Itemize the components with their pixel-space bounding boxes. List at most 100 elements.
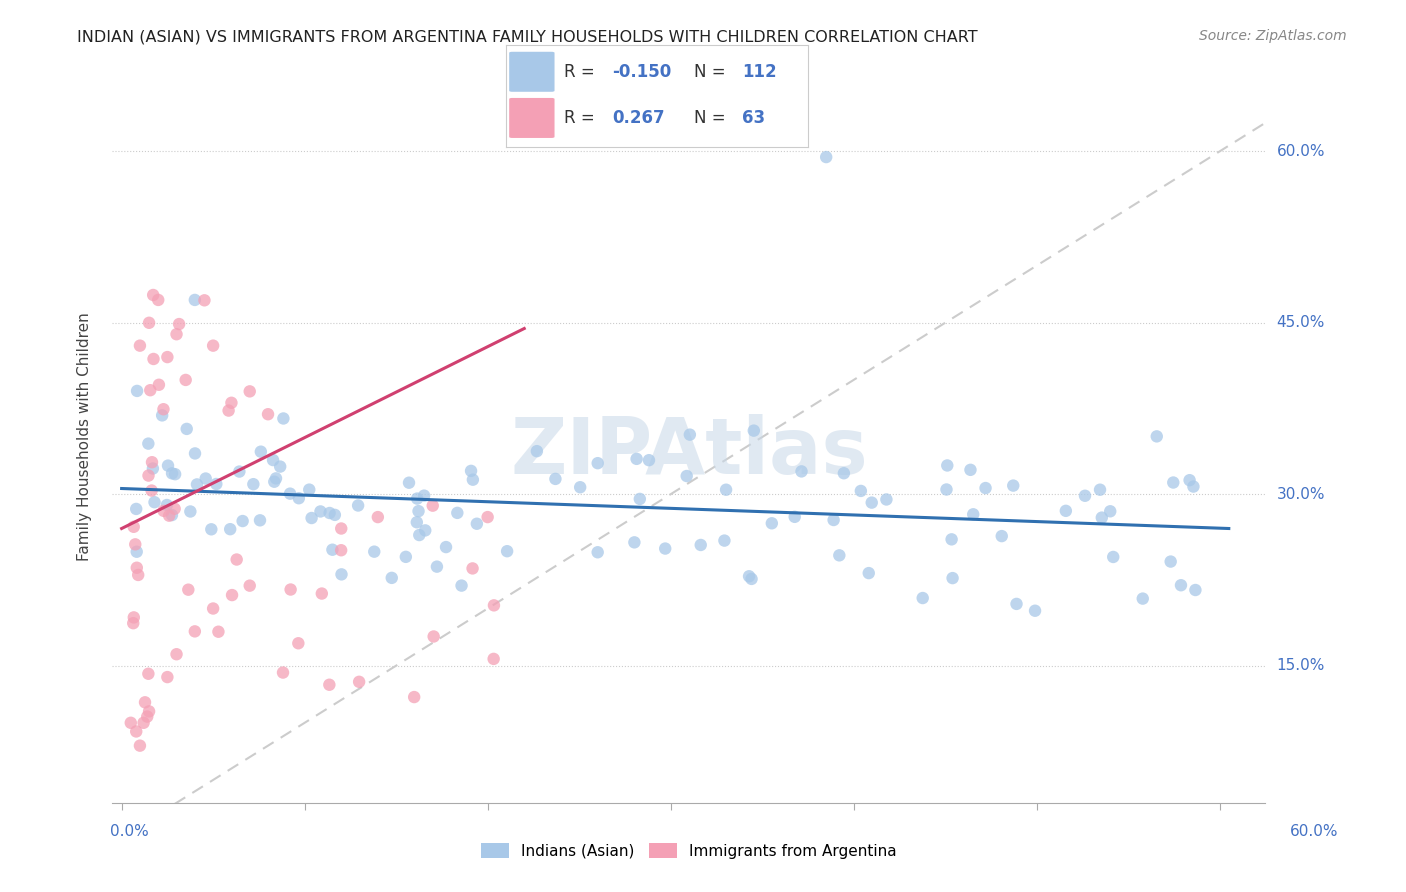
Point (309, 504, 332, 518)
Point (1182, 479, 1205, 493)
Point (122, 616, 145, 631)
Point (496, 544, 519, 558)
Point (526, 444, 548, 458)
Point (242, 477, 264, 491)
Text: 60.0%: 60.0% (1291, 824, 1339, 838)
Point (742, 424, 765, 438)
Point (1074, 489, 1097, 503)
Point (482, 652, 505, 666)
Point (142, 351, 165, 366)
Point (134, 695, 156, 709)
Point (1132, 591, 1154, 606)
Point (148, 293, 170, 307)
Point (1184, 582, 1206, 597)
Point (413, 524, 436, 538)
Point (1024, 604, 1046, 618)
Point (959, 463, 981, 477)
Point (783, 509, 806, 524)
Point (347, 674, 370, 689)
Point (163, 501, 186, 516)
Text: Source: ZipAtlas.com: Source: ZipAtlas.com (1199, 29, 1347, 44)
Text: R =: R = (564, 109, 599, 127)
Point (225, 552, 247, 566)
Text: -0.150: -0.150 (612, 62, 671, 81)
Point (184, 293, 207, 307)
Point (974, 481, 997, 495)
Point (136, 709, 159, 723)
Point (143, 495, 166, 509)
Point (942, 571, 965, 585)
Point (250, 444, 273, 458)
Point (935, 483, 957, 497)
Point (142, 288, 165, 302)
Point (138, 468, 160, 483)
Point (166, 647, 188, 661)
Point (165, 467, 187, 482)
Text: N =: N = (693, 109, 731, 127)
Point (125, 384, 148, 398)
Point (122, 610, 145, 624)
Point (129, 739, 152, 753)
Point (828, 549, 851, 563)
Point (176, 422, 198, 436)
Point (141, 455, 163, 469)
Point (330, 543, 353, 558)
Point (408, 504, 430, 518)
Point (318, 678, 340, 692)
Point (465, 516, 488, 531)
Point (221, 396, 243, 410)
Point (287, 636, 309, 650)
Point (741, 572, 763, 586)
Point (477, 510, 499, 524)
Point (962, 508, 984, 522)
Legend: Indians (Asian), Immigrants from Argentina: Indians (Asian), Immigrants from Argenti… (475, 837, 903, 864)
Point (125, 502, 148, 516)
Point (288, 491, 311, 506)
Point (860, 495, 883, 509)
Point (138, 436, 160, 450)
Point (638, 453, 661, 467)
Point (186, 477, 208, 491)
Point (311, 586, 333, 600)
Point (654, 541, 676, 556)
Point (193, 293, 215, 308)
Point (849, 483, 872, 498)
Point (156, 498, 179, 512)
Point (1178, 473, 1201, 487)
Point (689, 538, 711, 552)
Point (156, 670, 179, 684)
Point (160, 467, 183, 481)
Point (586, 456, 609, 470)
Point (911, 591, 934, 605)
Point (347, 499, 370, 513)
Point (157, 508, 180, 523)
Point (132, 715, 155, 730)
Point (626, 451, 648, 466)
Point (184, 446, 207, 460)
Point (623, 535, 645, 549)
Point (675, 469, 697, 483)
Point (124, 537, 146, 551)
Point (218, 403, 240, 417)
Point (1146, 429, 1168, 443)
Point (460, 464, 482, 478)
Point (263, 475, 285, 489)
Point (990, 529, 1012, 543)
Point (790, 464, 813, 478)
Point (200, 522, 222, 536)
Point (122, 520, 145, 534)
Text: 30.0%: 30.0% (1277, 487, 1324, 501)
Point (239, 384, 262, 399)
Point (120, 715, 142, 730)
Point (875, 492, 897, 507)
Point (628, 491, 651, 506)
Point (301, 511, 323, 525)
Point (422, 630, 444, 644)
Point (160, 508, 183, 522)
Point (450, 578, 472, 592)
Point (271, 665, 294, 680)
FancyBboxPatch shape (509, 98, 554, 138)
Point (1170, 578, 1192, 592)
Point (184, 624, 207, 639)
Point (586, 545, 609, 559)
